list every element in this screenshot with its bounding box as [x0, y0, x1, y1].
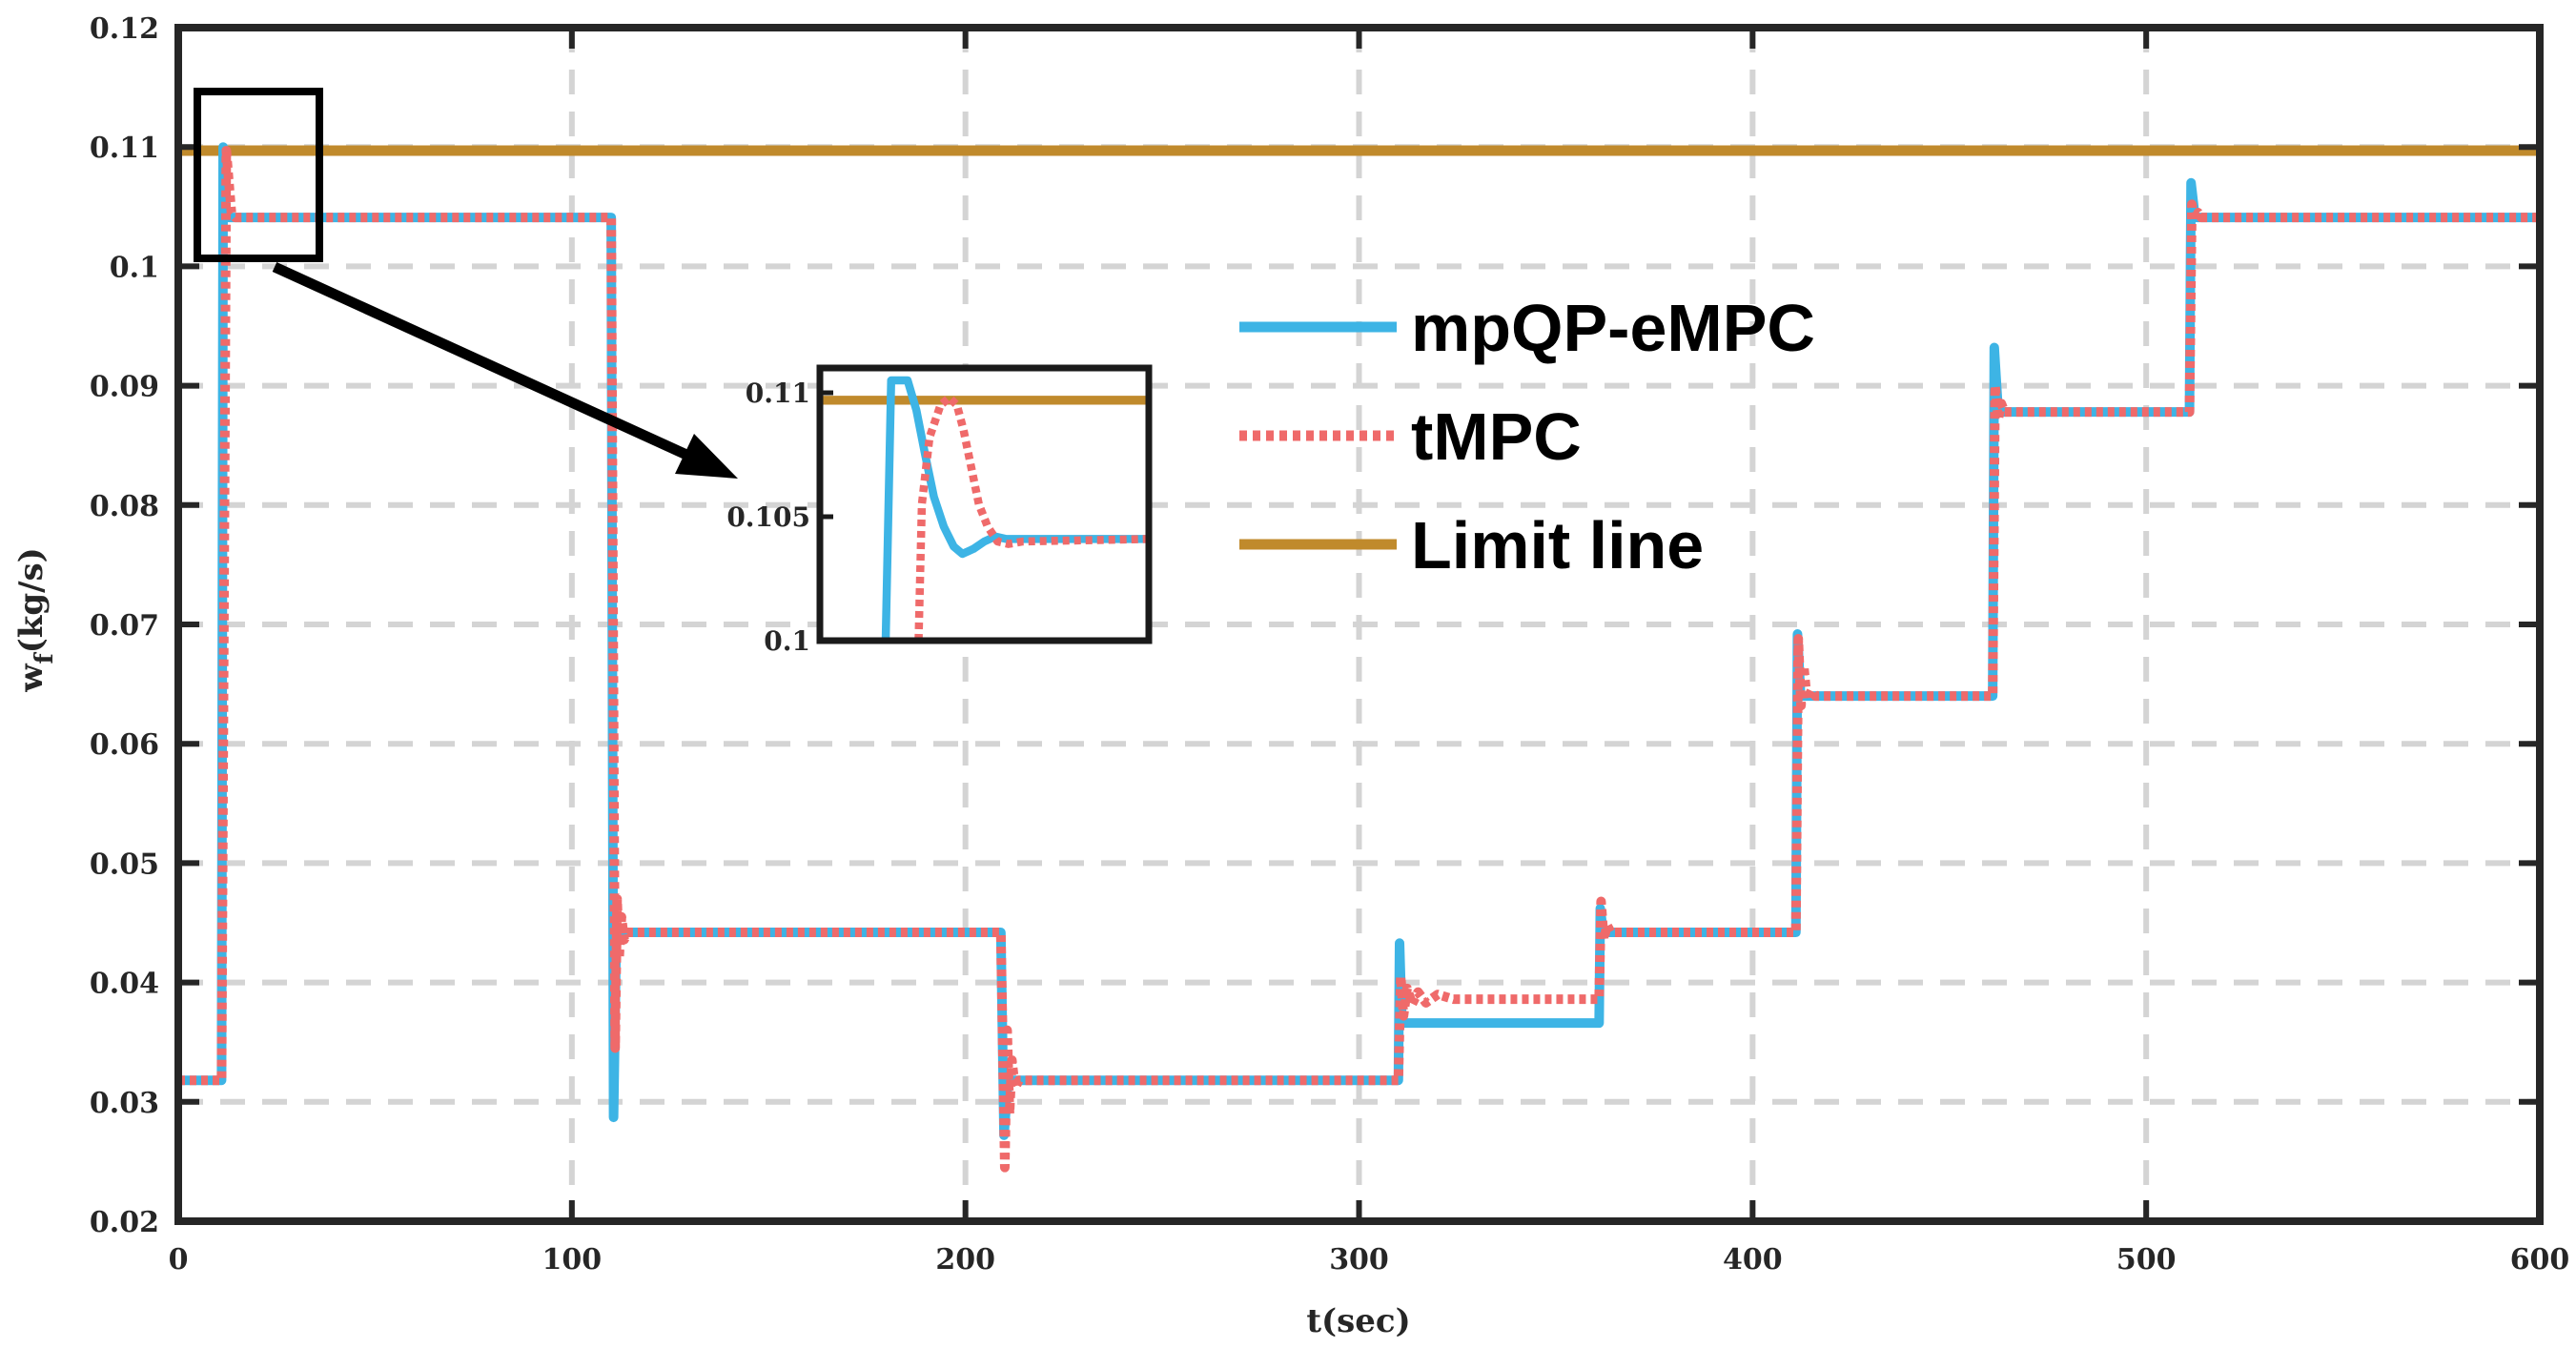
x-tick-label: 500	[2116, 1243, 2177, 1277]
y-tick-label: 0.11	[90, 132, 159, 165]
y-tick-label: 0.12	[90, 12, 159, 46]
series-group	[178, 142, 2540, 1173]
legend-label: Limit line	[1411, 508, 1704, 582]
y-axis-label: wf(kg/s)	[12, 547, 59, 693]
y-tick-label: 0.02	[90, 1206, 159, 1239]
x-axis: 0 100 200 300 400 500 600	[169, 28, 2570, 1277]
inset-series-group	[820, 376, 1149, 641]
inset-y-axis: 0.1 0.105 0.11	[726, 378, 833, 657]
y-axis-label-unit: (kg/s)	[12, 547, 51, 653]
y-axis-label-main: w	[12, 664, 51, 693]
legend: mpQP-eMPC tMPC Limit line	[1239, 291, 1815, 582]
x-axis-label: t(sec)	[1306, 1302, 1410, 1340]
y-tick-label: 0.06	[90, 728, 159, 762]
y-tick-label: 0.05	[90, 848, 159, 881]
y-tick-label: 0.07	[90, 609, 159, 643]
x-tick-label: 600	[2510, 1243, 2570, 1277]
inset-plot: 0.1 0.105 0.11	[726, 364, 1153, 657]
series-line-tmpc	[914, 393, 1149, 641]
y-tick-label: 0.08	[90, 490, 159, 523]
inset-y-tick-label: 0.105	[726, 501, 810, 533]
y-axis-label-sub: f	[31, 651, 59, 664]
inset-y-tick-label: 0.1	[764, 625, 810, 657]
y-tick-label: 0.04	[90, 968, 159, 1001]
legend-label: tMPC	[1411, 399, 1582, 474]
legend-label: mpQP-eMPC	[1411, 291, 1815, 365]
zoom-arrow	[272, 261, 738, 479]
x-tick-label: 300	[1329, 1243, 1389, 1277]
series-line-tmpc	[178, 145, 2540, 1173]
x-tick-label: 200	[935, 1243, 995, 1277]
inset-frame	[816, 364, 1153, 644]
y-tick-label: 0.1	[110, 251, 159, 284]
y-tick-label: 0.09	[90, 371, 159, 404]
series-line-mpqp-empc	[881, 376, 1149, 641]
y-tick-label: 0.03	[90, 1087, 159, 1120]
inset-y-tick-label: 0.11	[746, 378, 810, 409]
y-axis: 0.020.030.040.050.060.070.080.090.10.110…	[90, 12, 2540, 1239]
zoom-region-box	[194, 88, 323, 262]
x-tick-label: 400	[1723, 1243, 1783, 1277]
x-tick-label: 100	[542, 1243, 603, 1277]
inset-background	[820, 368, 1149, 641]
x-tick-label: 0	[169, 1243, 189, 1277]
